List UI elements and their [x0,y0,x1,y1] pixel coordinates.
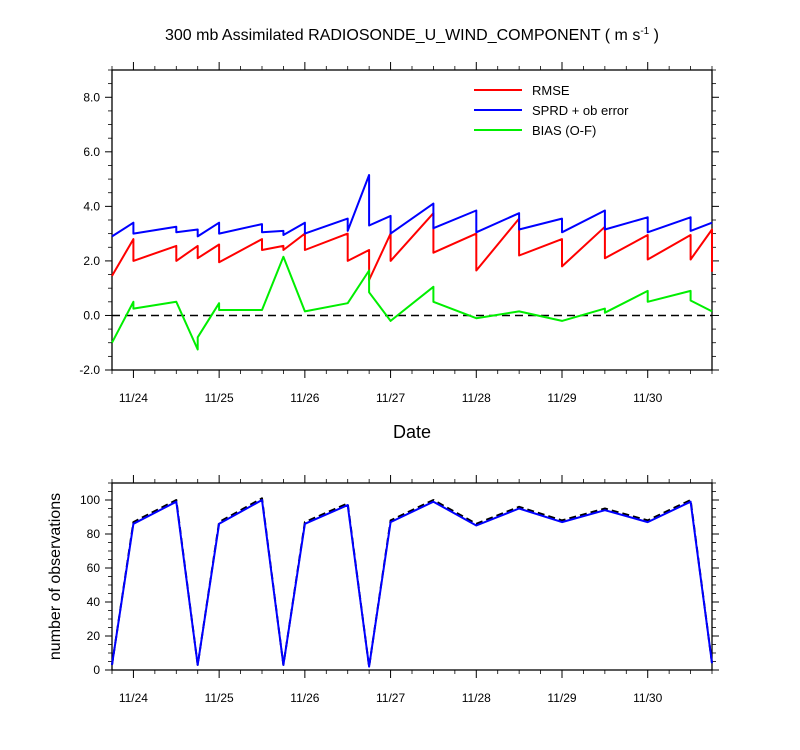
x-tick-label: 11/24 [119,391,148,405]
y-tick-label: 100 [80,493,100,507]
y-axis-label: number of observations [47,493,64,660]
x-tick-label: 11/30 [633,391,662,405]
x-tick-label: 11/29 [547,391,576,405]
x-tick-label: 11/29 [547,691,576,705]
y-tick-label: -2.0 [79,363,100,377]
y-tick-label: 8.0 [83,90,100,104]
y-tick-label: 60 [87,561,101,575]
y-tick-label: 20 [87,629,101,643]
y-tick-label: 0.0 [83,308,100,322]
bottom-chart: 0 20 40 60 80 100 11/24 11/25 11/26 11/27 11/28 11/… [47,475,719,705]
x-tick-label: 11/25 [205,691,234,705]
series-line-sprd-ob-error [111,174,713,238]
legend-label: SPRD + ob error [532,103,629,118]
chart-title: 300 mb Assimilated RADIOSONDE_U_WIND_COM… [165,26,659,44]
y-tick-label: 6.0 [83,145,100,159]
x-tick-label: 11/27 [376,691,405,705]
x-tick-label: 11/26 [290,391,319,405]
top-chart: -2.0 0.0 2.0 4.0 6.0 8.0 11/24 11/25 11/26 11/27 1… [79,62,719,442]
y-tick-label: 4.0 [83,199,100,213]
legend-label: RMSE [532,83,570,98]
x-tick-label: 11/27 [376,391,405,405]
series-line-bias-o-f [111,255,713,351]
x-tick-label: 11/30 [633,691,662,705]
legend-label: BIAS (O-F) [532,123,596,138]
y-tick-label: 0 [93,663,100,677]
x-tick-label: 11/25 [205,391,234,405]
x-tick-label: 11/26 [290,691,319,705]
x-axis-label: Date [393,422,431,442]
y-tick-label: 80 [87,527,101,541]
x-tick-label: 11/28 [462,391,491,405]
series-line-rmse [111,212,713,281]
y-tick-label: 2.0 [83,254,100,268]
x-tick-label: 11/28 [462,691,491,705]
series-line-obs-solid [111,499,713,668]
y-tick-label: 40 [87,595,101,609]
x-tick-label: 11/24 [119,691,148,705]
